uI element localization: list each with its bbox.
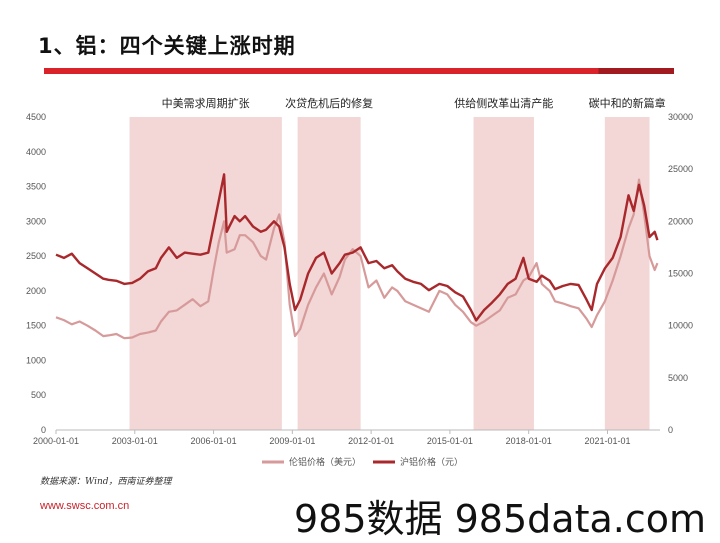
chart-axes: 0 500 1000 1500 2000 2500 3000 3500 4000 4500 0 500… bbox=[26, 112, 693, 446]
period-band bbox=[604, 117, 650, 430]
period-labels: 中美需求周期扩张 次贷危机后的修复 供给侧改革出清产能 碳中和的新篇章 bbox=[162, 96, 666, 110]
x-tick-label: 2015-01-01 bbox=[427, 436, 473, 446]
period-label: 供给侧改革出清产能 bbox=[454, 96, 553, 110]
y-left-tick-label: 2500 bbox=[26, 251, 46, 261]
x-tick-label: 2018-01-01 bbox=[506, 436, 552, 446]
period-label: 次贷危机后的修复 bbox=[285, 96, 373, 110]
y-left-tick-label: 4500 bbox=[26, 112, 46, 122]
data-source-note: 数据来源：Wind，西南证券整理 bbox=[40, 477, 172, 487]
period-band bbox=[129, 117, 282, 430]
y-right-tick-label: 5000 bbox=[668, 373, 688, 383]
y-left-tick-label: 500 bbox=[31, 390, 46, 400]
x-tick-label: 2000-01-01 bbox=[33, 436, 79, 446]
x-tick-label: 2021-01-01 bbox=[584, 436, 630, 446]
period-label: 碳中和的新篇章 bbox=[589, 96, 666, 110]
x-tick-label: 2009-01-01 bbox=[269, 436, 315, 446]
period-bands bbox=[129, 117, 650, 430]
y-left-tick-label: 1000 bbox=[26, 355, 46, 365]
x-tick-label: 2006-01-01 bbox=[191, 436, 237, 446]
y-left-tick-label: 1500 bbox=[26, 321, 46, 331]
y-left-tick-label: 3000 bbox=[26, 216, 46, 226]
y-right-tick-label: 15000 bbox=[668, 269, 693, 279]
watermark-text: 985数据 985data.com bbox=[294, 497, 706, 541]
x-tick-label: 2003-01-01 bbox=[112, 436, 158, 446]
site-url[interactable]: www.swsc.com.cn bbox=[40, 500, 130, 512]
y-right-tick-label: 10000 bbox=[668, 321, 693, 331]
series-line-shfe bbox=[55, 173, 659, 322]
y-right-tick-label: 25000 bbox=[668, 164, 693, 174]
series-lines bbox=[55, 173, 659, 340]
x-tick-label: 2012-01-01 bbox=[348, 436, 394, 446]
legend-label: 伦铝价格（美元） bbox=[289, 456, 361, 468]
title-divider bbox=[44, 68, 674, 74]
y-right-tick-label: 20000 bbox=[668, 216, 693, 226]
series-line-lme bbox=[55, 178, 659, 340]
aluminum-price-chart: 中美需求周期扩张 次贷危机后的修复 供给侧改革出清产能 碳中和的新篇章 0 500 100… bbox=[26, 96, 693, 468]
legend-label: 沪铝价格（元） bbox=[400, 456, 463, 468]
y-right-tick-label: 0 bbox=[668, 425, 673, 435]
y-left-tick-label: 2000 bbox=[26, 286, 46, 296]
y-left-tick-label: 0 bbox=[41, 425, 46, 435]
y-right-tick-label: 30000 bbox=[668, 112, 693, 122]
period-label: 中美需求周期扩张 bbox=[162, 96, 250, 110]
y-left-tick-label: 3500 bbox=[26, 182, 46, 192]
period-band bbox=[473, 117, 534, 430]
y-left-tick-label: 4000 bbox=[26, 147, 46, 157]
chart-legend: 伦铝价格（美元） 沪铝价格（元） bbox=[262, 456, 463, 468]
page-title: 1、铝：四个关键上涨时期 bbox=[38, 34, 296, 58]
